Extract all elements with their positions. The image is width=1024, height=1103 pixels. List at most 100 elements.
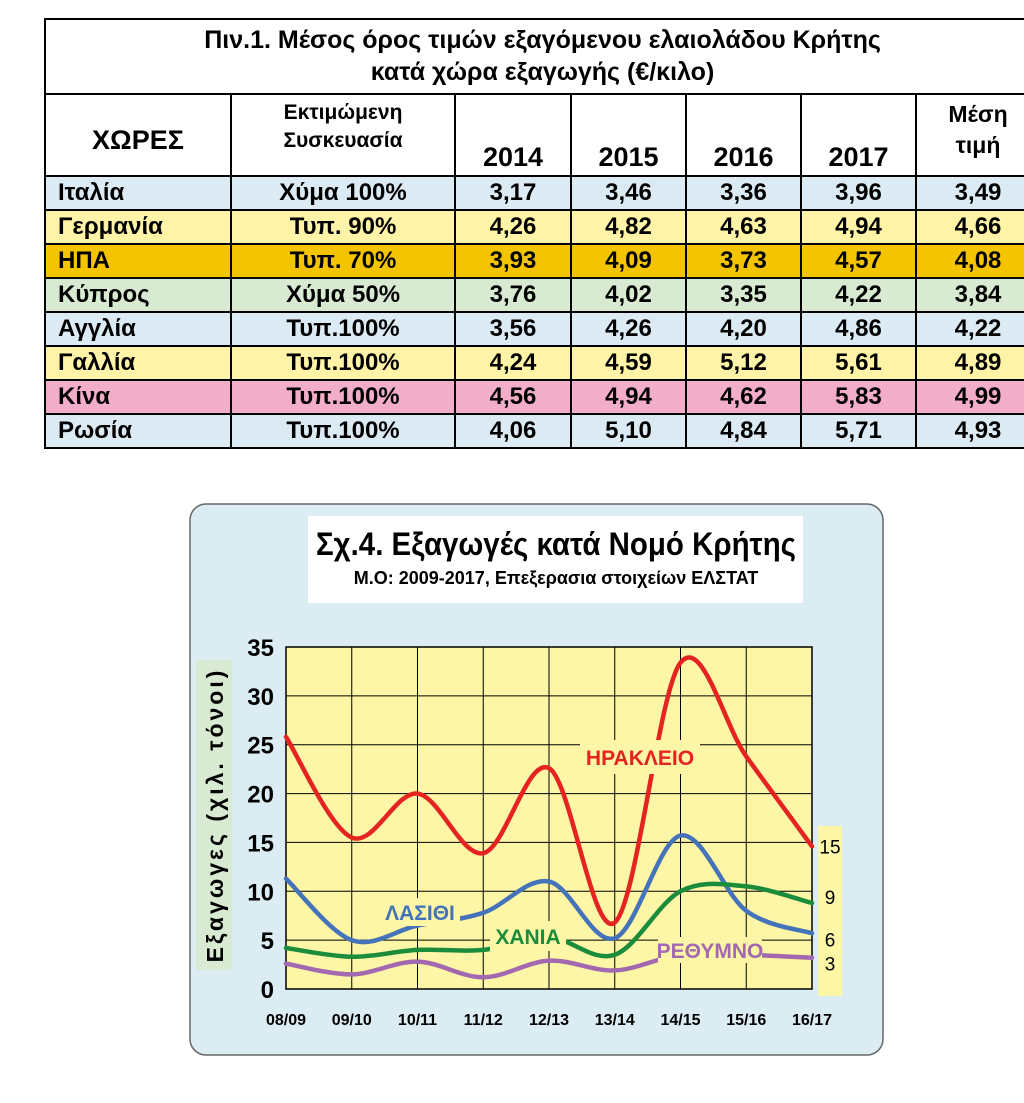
- x-tick-label: 10/11: [398, 1012, 437, 1029]
- country-cell: Αγγλία: [44, 311, 232, 347]
- value-2017-cell: 4,22: [800, 277, 917, 313]
- series-line: [283, 655, 815, 927]
- average-cell: 4,66: [914, 209, 1024, 245]
- country-cell: Ιταλία: [44, 175, 232, 211]
- header-packaging-line2: Συσκευασία: [283, 129, 403, 153]
- packaging-cell: Χύμα 50%: [230, 277, 456, 313]
- header-average-line1: Μέση: [948, 101, 1008, 127]
- value-2014-cell: 4,06: [454, 413, 572, 449]
- series-label-bg: [490, 921, 566, 951]
- header-average-line2: τιμή: [955, 132, 1001, 159]
- y-axis-label: Εξαγωγες (χιλ. τόνοι): [202, 668, 228, 963]
- value-2016-cell: 3,73: [685, 243, 802, 279]
- average-cell: 4,22: [914, 311, 1024, 347]
- header-packaging-line1: Εκτιμώμενη: [283, 101, 403, 124]
- y-tick-label: 35: [247, 635, 274, 662]
- chart-subtitle: Μ.Ο: 2009-2017, Επεξερασια στοιχείων ΕΛΣ…: [354, 568, 758, 589]
- table-row: Κίνα Τυπ.100% 4,56 4,94 4,62 5,83 4,99: [44, 379, 1024, 415]
- x-tick-label: 11/12: [464, 1012, 503, 1029]
- series-end-value-label: 9: [825, 888, 836, 909]
- header-packaging: Εκτιμώμενη Συσκευασία: [230, 93, 456, 177]
- country-cell: Κίνα: [44, 379, 232, 415]
- value-2017-cell: 4,94: [800, 209, 917, 245]
- value-2015-cell: 4,59: [570, 345, 687, 381]
- value-2015-cell: 4,82: [570, 209, 687, 245]
- series-name-label: ΡΕΘΥΜΝΟ: [657, 940, 764, 963]
- y-tick-label: 0: [261, 977, 274, 1004]
- y-tick-label: 5: [261, 928, 274, 955]
- value-2014-cell: 4,24: [454, 345, 572, 381]
- country-cell: Γερμανία: [44, 209, 232, 245]
- series-end-value-label: 6: [825, 930, 836, 951]
- packaging-cell: Τυπ.100%: [230, 379, 456, 415]
- y-tick-label: 10: [247, 879, 274, 906]
- packaging-cell: Τυπ. 70%: [230, 243, 456, 279]
- header-year-2016: 2016: [685, 93, 802, 177]
- header-year-2015: 2015: [570, 93, 687, 177]
- value-2014-cell: 3,56: [454, 311, 572, 347]
- table-row: Κύπρος Χύμα 50% 3,76 4,02 3,35 4,22 3,84: [44, 277, 1024, 313]
- series-label-bg: [380, 898, 460, 926]
- series-name-label: ΧΑΝΙΑ: [495, 926, 560, 949]
- x-tick-label: 13/14: [595, 1012, 635, 1029]
- table-row: Ρωσία Τυπ.100% 4,06 5,10 4,84 5,71 4,93: [44, 413, 1024, 449]
- value-2014-cell: 3,93: [454, 243, 572, 279]
- value-2015-cell: 4,26: [570, 311, 687, 347]
- tick-layer: 0 5 10 15 20 25 30 35 08/09 09/10 10/11 11/12 12/13 1…: [247, 635, 832, 1029]
- country-cell: ΗΠΑ: [44, 243, 232, 279]
- y-tick-label: 25: [247, 733, 274, 760]
- country-cell: Ρωσία: [44, 413, 232, 449]
- packaging-cell: Τυπ.100%: [230, 413, 456, 449]
- y-tick-label: 30: [247, 684, 274, 711]
- packaging-cell: Χύμα 100%: [230, 175, 456, 211]
- value-2016-cell: 4,62: [685, 379, 802, 415]
- country-cell: Γαλλία: [44, 345, 232, 381]
- table-row: Αγγλία Τυπ.100% 3,56 4,26 4,20 4,86 4,22: [44, 311, 1024, 347]
- average-cell: 4,89: [914, 345, 1024, 381]
- header-country: ΧΩΡΕΣ: [44, 93, 232, 177]
- value-2014-cell: 4,56: [454, 379, 572, 415]
- x-tick-label: 15/16: [726, 1012, 766, 1029]
- packaging-cell: Τυπ.100%: [230, 311, 456, 347]
- table-header-row: ΧΩΡΕΣ Εκτιμώμενη Συσκευασία 2014 2015 20…: [44, 93, 1024, 177]
- x-tick-label: 16/17: [792, 1012, 832, 1029]
- end-labels-box: [818, 826, 842, 996]
- x-tick-label: 09/10: [332, 1012, 372, 1029]
- table-title: Πιν.1. Μέσος όρος τιμών εξαγόμενου ελαιο…: [43, 18, 1024, 95]
- value-2016-cell: 4,63: [685, 209, 802, 245]
- series-name-label: ΛΑΣΙΘΙ: [385, 902, 455, 925]
- value-2015-cell: 5,10: [570, 413, 687, 449]
- value-2014-cell: 4,26: [454, 209, 572, 245]
- value-2017-cell: 5,61: [800, 345, 917, 381]
- price-table: Πιν.1. Μέσος όρος τιμών εξαγόμενου ελαιο…: [43, 18, 1024, 449]
- packaging-cell: Τυπ. 90%: [230, 209, 456, 245]
- table-row: Γαλλία Τυπ.100% 4,24 4,59 5,12 5,61 4,89: [44, 345, 1024, 381]
- chart-title-box: [308, 516, 803, 603]
- table-row: Γερμανία Τυπ. 90% 4,26 4,82 4,63 4,94 4,66: [44, 209, 1024, 245]
- value-2017-cell: 3,96: [800, 175, 917, 211]
- value-2017-cell: 4,57: [800, 243, 917, 279]
- label-layer: ΗΡΑΚΛΕΙΟ ΛΑΣΙΘΙ ΧΑΝΙΑ ΡΕΘΥΜΝΟ 15 6 9 3: [380, 740, 842, 996]
- series-label-bg: [658, 937, 762, 963]
- ylabel-box: [196, 660, 232, 970]
- series-name-label: ΗΡΑΚΛΕΙΟ: [586, 747, 694, 770]
- value-2016-cell: 3,35: [685, 277, 802, 313]
- header-year-2017: 2017: [800, 93, 917, 177]
- table-row: ΗΠΑ Τυπ. 70% 3,93 4,09 3,73 4,57 4,08: [44, 243, 1024, 279]
- average-cell: 4,93: [914, 413, 1024, 449]
- table-title-line1: Πιν.1. Μέσος όρος τιμών εξαγόμενου ελαιο…: [204, 26, 881, 55]
- series-line: [283, 833, 815, 945]
- value-2017-cell: 5,83: [800, 379, 917, 415]
- value-2016-cell: 3,36: [685, 175, 802, 211]
- average-cell: 4,99: [914, 379, 1024, 415]
- value-2015-cell: 4,02: [570, 277, 687, 313]
- y-tick-label: 20: [247, 782, 274, 809]
- value-2015-cell: 3,46: [570, 175, 687, 211]
- series-label-bg: [580, 740, 700, 774]
- average-cell: 3,49: [914, 175, 1024, 211]
- table-body: Ιταλία Χύμα 100% 3,17 3,46 3,36 3,96 3,49 Γερμα…: [44, 175, 1024, 449]
- value-2017-cell: 5,71: [800, 413, 917, 449]
- x-tick-label: 14/15: [660, 1012, 700, 1029]
- value-2016-cell: 4,20: [685, 311, 802, 347]
